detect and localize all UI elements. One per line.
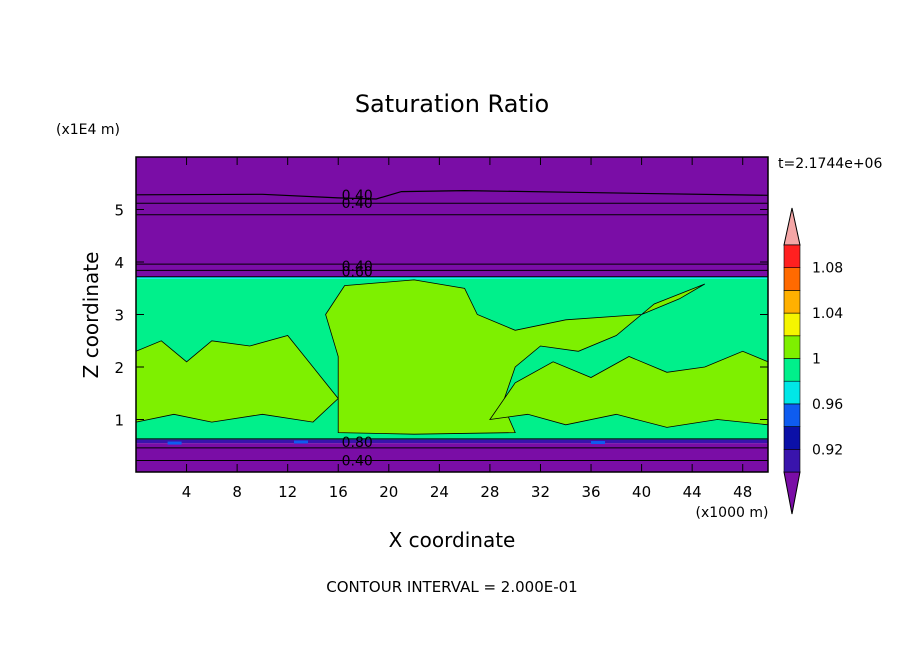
chart-title: Saturation Ratio <box>355 90 549 118</box>
low-band-indigo <box>136 439 768 444</box>
colorbar-label: 1.08 <box>812 261 843 277</box>
colorbar-label: 1 <box>812 352 821 368</box>
contour-label: 0.40 <box>342 196 373 212</box>
upper-band-violet <box>136 157 768 277</box>
y-tick-label: 3 <box>114 307 124 325</box>
subsaturated-patch <box>294 440 308 444</box>
contour-label: 0.40 <box>342 188 373 204</box>
x-tick-label: 24 <box>430 483 449 501</box>
colorbar-swatch <box>783 426 801 450</box>
x-tick-label: 16 <box>329 483 348 501</box>
x-tick-label: 12 <box>278 483 297 501</box>
y-tick-label: 5 <box>114 202 124 220</box>
y-tick-label: 4 <box>114 254 124 272</box>
x-tick-label: 48 <box>733 483 752 501</box>
colorbar-label: 0.92 <box>812 442 843 458</box>
saturated-region <box>135 335 339 423</box>
contour-interval-label: CONTOUR INTERVAL = 2.000E-01 <box>326 578 577 596</box>
x-tick-label: 28 <box>480 483 499 501</box>
colorbar-swatch <box>783 358 801 382</box>
colorbar-label: 1.04 <box>812 306 843 322</box>
x-axis-label: X coordinate <box>389 528 516 552</box>
colorbar-swatch <box>783 380 801 405</box>
contour-label: 0.60 <box>342 264 373 280</box>
saturated-region <box>489 350 769 428</box>
y-axis-label: Z coordinate <box>79 252 103 379</box>
time-label: t=2.1744e+06 <box>778 156 882 172</box>
y-axis-ticks: 1 2 3 4 5 <box>114 202 768 430</box>
x-tick-label: 36 <box>581 483 600 501</box>
colorbar-swatch <box>783 267 801 291</box>
contour-line <box>135 189 769 200</box>
colorbar-swatch <box>783 312 801 337</box>
colorbar-swatch <box>783 448 801 473</box>
subsaturated-patch <box>167 441 182 445</box>
x-tick-label: 44 <box>683 483 702 501</box>
contour-label: 0.40 <box>342 453 373 469</box>
contour-lines <box>135 189 769 461</box>
colorbar-swatch <box>783 403 801 427</box>
x-tick-label: 20 <box>379 483 398 501</box>
x-axis-ticks: 4 8 12 16 20 24 28 32 36 40 44 48 <box>182 157 752 501</box>
y-unit-label: (x1E4 m) <box>56 122 120 138</box>
y-tick-label: 2 <box>114 359 124 377</box>
upper-band-cyan <box>136 276 768 279</box>
colorbar-label: 0.96 <box>812 397 843 413</box>
x-tick-label: 32 <box>531 483 550 501</box>
colorbar: 0.92 0.96 1 1.04 1.08 <box>783 207 843 515</box>
colorbar-swatch <box>783 290 801 314</box>
contour-label: 0.80 <box>342 435 373 451</box>
saturated-region <box>325 279 706 435</box>
colorbar-swatch <box>783 244 801 269</box>
x-tick-label: 40 <box>632 483 651 501</box>
x-tick-label: 8 <box>232 483 242 501</box>
contour-labels: 0.400.400.400.600.800.40 <box>342 188 373 470</box>
y-tick-label: 1 <box>114 412 124 430</box>
x-tick-label: 4 <box>182 483 192 501</box>
colorbar-swatch <box>783 335 801 359</box>
contour-field <box>135 157 769 472</box>
colorbar-over-triangle <box>783 207 801 246</box>
x-unit-label: (x1000 m) <box>696 505 769 521</box>
colorbar-under-triangle <box>783 471 801 515</box>
subsaturated-patch <box>591 441 606 445</box>
contour-label: 0.40 <box>342 259 373 275</box>
